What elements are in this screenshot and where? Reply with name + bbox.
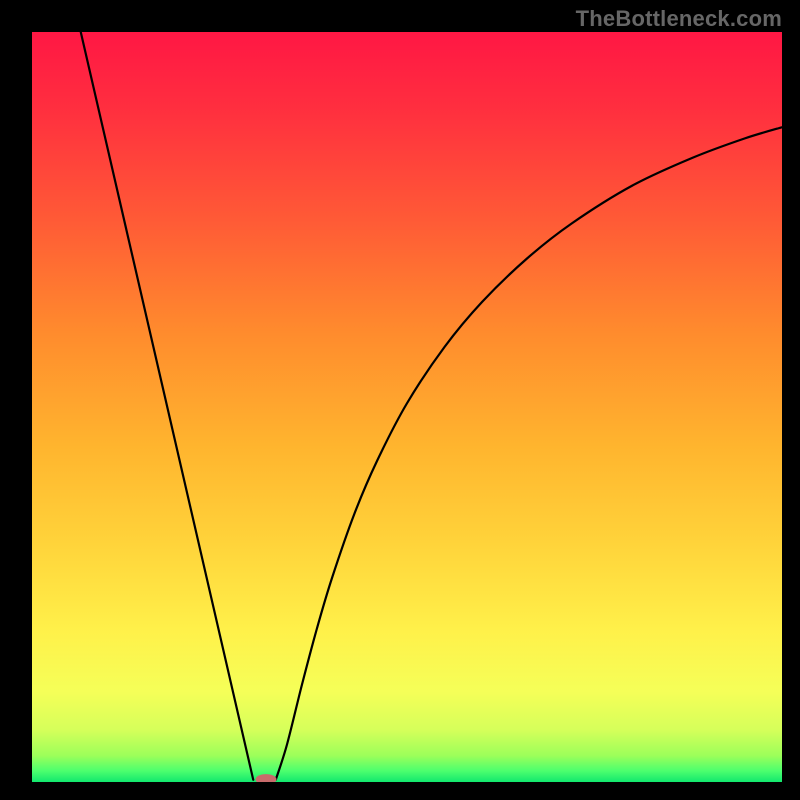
plot-svg: [32, 32, 782, 782]
chart-root: TheBottleneck.com: [0, 0, 800, 800]
gradient-background: [32, 32, 782, 782]
watermark-text: TheBottleneck.com: [576, 6, 782, 32]
plot-area: [32, 32, 782, 782]
